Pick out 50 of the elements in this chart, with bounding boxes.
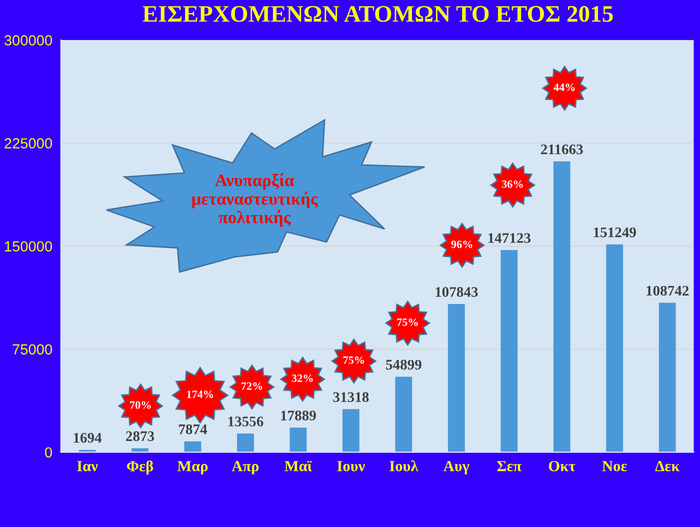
bar bbox=[290, 428, 307, 452]
bar bbox=[658, 302, 676, 452]
annotation: 75% bbox=[343, 356, 364, 364]
bar bbox=[184, 441, 202, 452]
x-tick-label: Σεπ bbox=[497, 461, 522, 472]
annotation: 36% bbox=[502, 180, 523, 188]
data-label: 31318 bbox=[333, 392, 369, 402]
data-label: 147123 bbox=[488, 233, 531, 243]
bar bbox=[342, 409, 360, 452]
x-tick-label: Ιαν bbox=[77, 461, 98, 472]
data-label: 108742 bbox=[646, 286, 689, 296]
data-label: 1694 bbox=[74, 432, 102, 443]
annotation: 44% bbox=[554, 84, 575, 92]
x-tick-label: Νοε bbox=[602, 461, 627, 472]
x-tick-label: Φεβ bbox=[126, 460, 154, 475]
x-tick-label: Αυγ bbox=[443, 461, 470, 474]
x-tick-label: Μαϊ bbox=[284, 460, 312, 472]
x-tick-label: Απρ bbox=[232, 461, 259, 474]
x-tick-label: Ιουλ bbox=[390, 460, 418, 472]
x-tick-label: Οκτ bbox=[548, 460, 576, 472]
annotation: 174% bbox=[187, 390, 213, 398]
annotation: Ανυπαρξία μεταναστευτικής πολιτικής bbox=[192, 173, 318, 227]
x-tick-label: Ιουν bbox=[337, 461, 365, 472]
annotation: 70% bbox=[130, 401, 151, 409]
bar bbox=[606, 244, 624, 452]
data-label: 107843 bbox=[436, 287, 478, 297]
data-label: 54899 bbox=[386, 360, 422, 370]
bar bbox=[448, 304, 465, 452]
y-tick-label: 0 bbox=[45, 447, 52, 458]
data-label: 13556 bbox=[228, 416, 264, 426]
annotation: 32% bbox=[292, 374, 313, 382]
bar bbox=[395, 376, 412, 452]
annotation: 96% bbox=[451, 240, 472, 248]
data-label: 17889 bbox=[281, 410, 316, 420]
x-tick-label: Μαρ bbox=[177, 461, 208, 474]
annotation: 75% bbox=[397, 318, 418, 326]
x-tick-label: Δεκ bbox=[655, 461, 680, 472]
bar bbox=[237, 434, 254, 452]
y-tick-label: 225000 bbox=[4, 138, 52, 149]
y-tick-label: 300000 bbox=[4, 35, 52, 46]
chart-title: ΕΙΣΕΡΧΟΜΕΝΩΝ ΑΤΟΜΩΝ ΤΟ ΕΤΟΣ 2015 bbox=[142, 6, 613, 22]
data-label: 151249 bbox=[594, 227, 636, 238]
data-label: 2873 bbox=[126, 431, 154, 442]
data-label: 7874 bbox=[178, 424, 208, 434]
bar bbox=[500, 250, 518, 452]
annotation: 72% bbox=[242, 382, 262, 390]
data-label: 211663 bbox=[541, 144, 583, 154]
y-tick-label: 150000 bbox=[5, 241, 52, 252]
y-tick-label: 75000 bbox=[12, 344, 52, 355]
bar bbox=[553, 161, 570, 452]
